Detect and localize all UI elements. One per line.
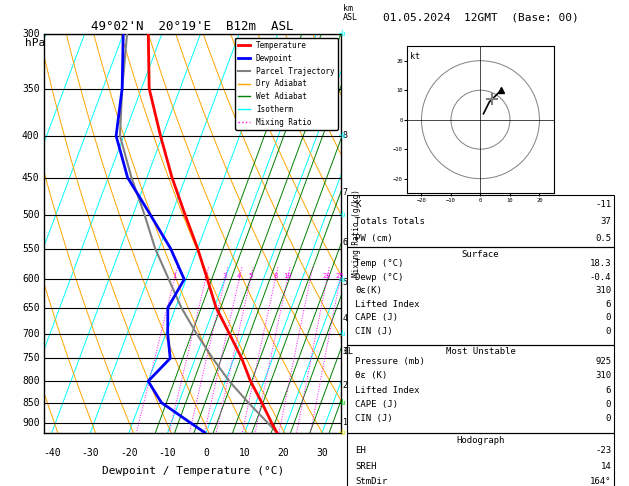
Text: 900: 900 (22, 418, 40, 428)
Text: -40: -40 (43, 449, 60, 458)
Text: 37: 37 (601, 217, 611, 226)
Text: 5: 5 (343, 278, 348, 287)
Bar (347, 345, 614, 433)
Text: CAPE (J): CAPE (J) (355, 313, 398, 322)
Text: 2: 2 (343, 381, 348, 390)
Text: 20: 20 (323, 273, 331, 279)
Text: hPa: hPa (25, 38, 45, 48)
Text: 300: 300 (22, 29, 40, 39)
Text: 0.5: 0.5 (595, 234, 611, 243)
Text: »: » (334, 425, 348, 440)
Text: 6: 6 (606, 385, 611, 395)
Text: Lifted Index: Lifted Index (355, 300, 420, 309)
Text: 25: 25 (336, 273, 344, 279)
Text: Totals Totals: Totals Totals (355, 217, 425, 226)
Text: 14: 14 (601, 462, 611, 471)
Text: 650: 650 (22, 303, 40, 312)
Text: 2: 2 (204, 273, 208, 279)
Text: 3: 3 (223, 273, 227, 279)
Text: Dewpoint / Temperature (°C): Dewpoint / Temperature (°C) (102, 467, 284, 476)
Text: θε (K): θε (K) (355, 371, 387, 381)
Text: θε(K): θε(K) (355, 286, 382, 295)
Text: -10: -10 (159, 449, 176, 458)
Bar (347, 247, 614, 345)
Text: »: » (334, 396, 348, 410)
Text: SREH: SREH (355, 462, 377, 471)
Text: 350: 350 (22, 84, 40, 94)
Text: 3: 3 (343, 347, 348, 356)
Text: 7: 7 (343, 189, 348, 197)
Text: 0: 0 (606, 327, 611, 336)
Text: 310: 310 (595, 371, 611, 381)
Legend: Temperature, Dewpoint, Parcel Trajectory, Dry Adiabat, Wet Adiabat, Isotherm, Mi: Temperature, Dewpoint, Parcel Trajectory… (235, 38, 338, 130)
Text: 750: 750 (22, 353, 40, 364)
Text: km
ASL: km ASL (343, 4, 358, 22)
Text: »: » (334, 272, 348, 287)
Text: 5: 5 (248, 273, 253, 279)
Text: »: » (334, 208, 348, 222)
Text: 0: 0 (606, 400, 611, 409)
Text: Surface: Surface (462, 249, 499, 259)
Text: 6: 6 (343, 238, 348, 246)
Text: CIN (J): CIN (J) (355, 414, 393, 423)
Text: 4: 4 (237, 273, 242, 279)
Text: 1: 1 (343, 418, 348, 427)
Text: 8: 8 (273, 273, 277, 279)
Text: 01.05.2024  12GMT  (Base: 00): 01.05.2024 12GMT (Base: 00) (382, 12, 578, 22)
Title: 49°02'N  20°19'E  B12m  ASL: 49°02'N 20°19'E B12m ASL (91, 20, 294, 33)
Text: 18.3: 18.3 (590, 259, 611, 268)
Text: CAPE (J): CAPE (J) (355, 400, 398, 409)
Text: -20: -20 (120, 449, 138, 458)
Text: 850: 850 (22, 398, 40, 408)
Bar (347, 433, 614, 486)
Text: 20: 20 (277, 449, 289, 458)
Text: kt: kt (409, 52, 420, 61)
Text: 0: 0 (606, 313, 611, 322)
Text: »: » (334, 129, 348, 143)
Text: Temp (°C): Temp (°C) (355, 259, 404, 268)
Text: 400: 400 (22, 131, 40, 141)
Text: 500: 500 (22, 210, 40, 220)
Text: 6: 6 (606, 300, 611, 309)
Text: CIN (J): CIN (J) (355, 327, 393, 336)
Text: »: » (334, 27, 348, 41)
Text: 1: 1 (172, 273, 177, 279)
Text: Most Unstable: Most Unstable (445, 347, 515, 356)
Text: 550: 550 (22, 243, 40, 254)
Text: PW (cm): PW (cm) (355, 234, 393, 243)
Text: 700: 700 (22, 329, 40, 339)
Text: 600: 600 (22, 274, 40, 284)
Text: 310: 310 (595, 286, 611, 295)
Text: 8: 8 (343, 131, 348, 140)
Text: 800: 800 (22, 376, 40, 386)
Text: K: K (355, 200, 360, 208)
Text: 30: 30 (316, 449, 328, 458)
Text: -0.4: -0.4 (590, 273, 611, 281)
Text: -23: -23 (595, 447, 611, 455)
Text: -30: -30 (82, 449, 99, 458)
Text: CL: CL (343, 347, 353, 356)
Text: StmDir: StmDir (355, 477, 387, 486)
Text: Hodograph: Hodograph (456, 436, 504, 445)
Text: 164°: 164° (590, 477, 611, 486)
Bar (347, 195, 614, 247)
Text: 10: 10 (283, 273, 292, 279)
Text: Lifted Index: Lifted Index (355, 385, 420, 395)
Text: Mixing Ratio (g/kg): Mixing Ratio (g/kg) (352, 190, 361, 277)
Text: 450: 450 (22, 173, 40, 183)
Text: Dewp (°C): Dewp (°C) (355, 273, 404, 281)
Text: -11: -11 (595, 200, 611, 208)
Text: 4: 4 (343, 314, 348, 323)
Text: 0: 0 (606, 414, 611, 423)
Text: 925: 925 (595, 357, 611, 366)
Text: Pressure (mb): Pressure (mb) (355, 357, 425, 366)
Text: 10: 10 (239, 449, 251, 458)
Text: EH: EH (355, 447, 366, 455)
Text: 0: 0 (203, 449, 209, 458)
Text: »: » (334, 327, 348, 341)
